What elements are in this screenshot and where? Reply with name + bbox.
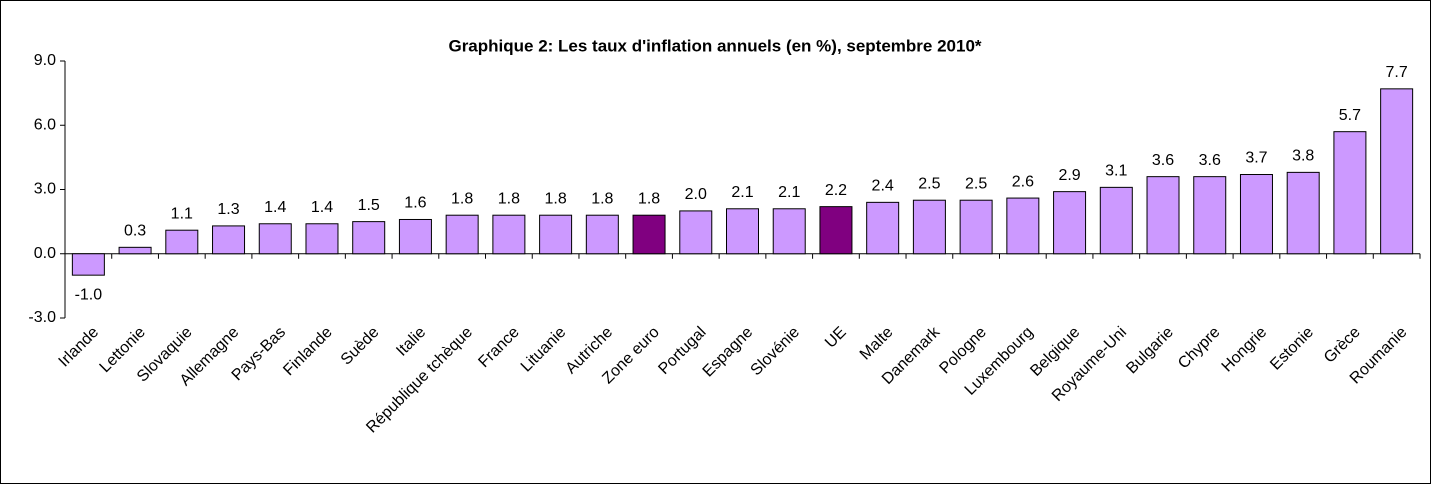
value-label: 2.5 [965, 175, 987, 192]
value-label: 1.3 [217, 201, 239, 218]
bar [305, 223, 339, 255]
bar [398, 218, 432, 255]
value-label: 1.5 [358, 197, 380, 214]
value-label: 2.5 [918, 175, 940, 192]
bar [212, 225, 246, 255]
value-label: 1.1 [171, 205, 193, 222]
value-label: 3.8 [1292, 148, 1314, 165]
chart-title: Graphique 2: Les taux d'inflation annuel… [448, 36, 981, 55]
bar [1333, 131, 1367, 255]
bar [539, 214, 573, 255]
bar [1006, 197, 1040, 255]
bar [1286, 171, 1320, 255]
bar [1146, 176, 1180, 255]
bar [912, 199, 946, 255]
value-label: 2.1 [778, 184, 800, 201]
value-label: 3.6 [1152, 152, 1174, 169]
value-label: 0.3 [124, 223, 146, 240]
value-label: -1.0 [75, 286, 103, 303]
bar [726, 208, 759, 255]
bar [632, 214, 666, 255]
bar [1099, 186, 1133, 255]
bar [1239, 174, 1273, 255]
y-tick-label: 9.0 [34, 52, 56, 69]
y-tick-label: -3.0 [28, 309, 56, 326]
bar [352, 221, 386, 255]
value-label: 2.4 [872, 178, 894, 195]
y-tick-label: 3.0 [34, 181, 56, 198]
value-label: 1.8 [544, 190, 566, 207]
bar [118, 246, 152, 255]
bar [165, 229, 199, 255]
value-label: 1.8 [451, 190, 473, 207]
bar [959, 199, 993, 255]
bar [258, 223, 292, 255]
value-label: 3.1 [1105, 163, 1127, 180]
value-label: 7.7 [1386, 64, 1408, 81]
y-tick-label: 6.0 [34, 116, 56, 133]
value-label: 5.7 [1339, 107, 1361, 124]
value-label: 3.7 [1245, 150, 1267, 167]
value-label: 2.1 [731, 184, 753, 201]
bar [1193, 176, 1227, 255]
bar [445, 214, 479, 255]
value-label: 2.6 [1012, 173, 1034, 190]
bar [71, 253, 105, 276]
bar [1053, 191, 1087, 255]
bar [1380, 88, 1414, 255]
value-label: 3.6 [1199, 152, 1221, 169]
bar [492, 214, 526, 255]
bar [679, 210, 713, 255]
y-tick-label: 0.0 [34, 245, 56, 262]
bar [866, 201, 900, 255]
value-label: 1.8 [591, 190, 613, 207]
value-label: 2.0 [685, 186, 707, 203]
value-label: 1.8 [638, 190, 660, 207]
value-label: 1.8 [498, 190, 520, 207]
value-label: 2.2 [825, 182, 847, 199]
value-label: 2.9 [1058, 167, 1080, 184]
bar [819, 206, 853, 255]
value-label: 1.4 [264, 199, 286, 216]
value-label: 1.4 [311, 199, 333, 216]
bar [585, 214, 619, 255]
value-label: 1.6 [404, 195, 426, 212]
bar [772, 208, 806, 255]
